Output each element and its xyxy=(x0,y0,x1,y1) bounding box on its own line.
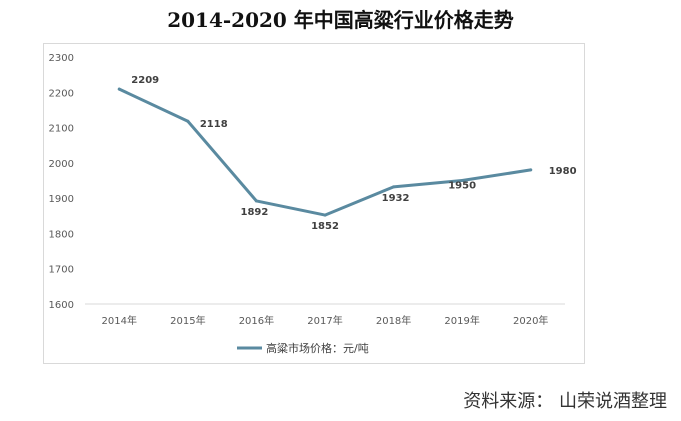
y-tick-label-0: 1600 xyxy=(49,300,74,311)
x-tick-label-1: 2015年 xyxy=(170,314,205,327)
source-note: 资料来源： 山荣说酒整理 xyxy=(463,391,667,412)
y-tick-label-7: 2300 xyxy=(49,53,74,64)
x-tick-label-4: 2018年 xyxy=(376,314,411,327)
x-tick-label-5: 2019年 xyxy=(444,314,479,327)
chart-title: 2014-2020 年中国高粱行业价格走势 xyxy=(167,8,514,32)
y-tick-label-1: 1700 xyxy=(49,265,74,276)
y-tick-label-3: 1900 xyxy=(49,194,74,205)
data-point-0 xyxy=(117,87,121,91)
x-tick-label-2: 2016年 xyxy=(239,314,274,327)
data-label-1: 2118 xyxy=(200,119,228,130)
y-tick-label-4: 2000 xyxy=(49,159,74,170)
y-tick-label-2: 1800 xyxy=(49,229,74,240)
y-tick-label-6: 2200 xyxy=(49,88,74,99)
data-label-3: 1852 xyxy=(311,221,339,232)
x-tick-label-0: 2014年 xyxy=(102,314,137,327)
data-label-4: 1932 xyxy=(382,193,410,204)
data-label-5: 1950 xyxy=(448,181,476,192)
y-tick-label-5: 2100 xyxy=(49,124,74,135)
x-tick-label-3: 2017年 xyxy=(307,314,342,327)
data-point-3 xyxy=(323,213,327,217)
x-tick-label-6: 2020年 xyxy=(513,314,548,327)
data-label-2: 1892 xyxy=(241,207,269,218)
data-point-5 xyxy=(460,179,464,182)
data-point-6 xyxy=(529,168,533,172)
data-label-6: 1980 xyxy=(549,166,577,177)
data-label-0: 2209 xyxy=(131,75,159,86)
legend-label: 高粱市场价格：元/吨 xyxy=(266,341,369,355)
data-point-4 xyxy=(392,185,396,189)
series-line xyxy=(117,87,533,217)
data-point-1 xyxy=(186,119,190,123)
data-point-2 xyxy=(254,199,258,203)
